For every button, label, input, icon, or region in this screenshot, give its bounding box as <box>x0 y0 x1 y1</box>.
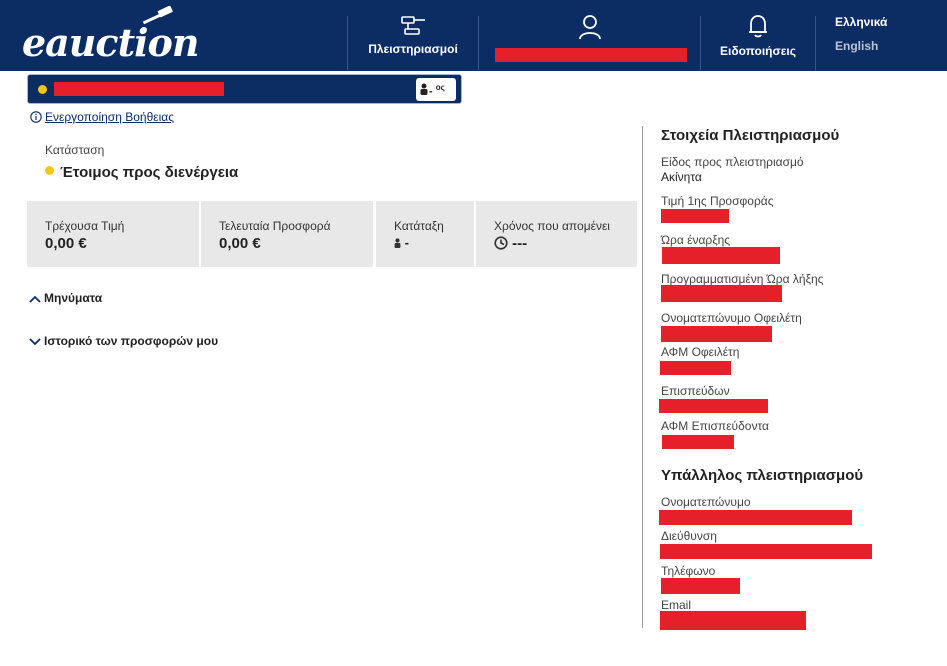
stat-label: Χρόνος που απομένει <box>494 219 610 233</box>
bid-history-label: Ιστορικό των προσφορών μου <box>44 334 219 348</box>
clock-icon <box>494 236 508 250</box>
redacted-value <box>662 435 734 449</box>
stat-label: Τελευταία Προσφορά <box>219 219 331 233</box>
field-label: ΑΦΜ Οφειλέτη <box>661 345 740 359</box>
nav-divider <box>478 16 479 70</box>
field-label: Διεύθυνση <box>661 529 717 543</box>
redacted-value <box>661 209 729 223</box>
auction-title-bar: - ος <box>27 74 462 104</box>
redacted-value <box>661 578 740 594</box>
info-icon <box>30 111 42 123</box>
redacted-value <box>660 544 872 559</box>
stat-value: 0,00 € <box>45 235 87 252</box>
stat-label: Κατάταξη <box>394 219 444 233</box>
language-english[interactable]: English <box>835 39 879 53</box>
status-value: Έτοιμος προς διενέργεια <box>45 164 238 181</box>
status-dot <box>45 166 54 175</box>
nav-divider <box>700 16 701 70</box>
language-greek[interactable]: Ελληνικά <box>835 15 888 29</box>
stat-label: Τρέχουσα Τιμή <box>45 219 125 233</box>
auction-details-title: Στοιχεία Πλειστηριασμού <box>661 127 840 144</box>
redacted-value <box>659 399 768 413</box>
redacted-value <box>661 326 772 342</box>
gavel-icon <box>401 16 425 35</box>
person-icon <box>394 238 401 248</box>
field-label: Ώρα έναρξης <box>661 233 731 247</box>
top-navigation-bar: eauction Πλειστηριασμοί <box>0 0 947 71</box>
nav-notifications-label: Ειδοποιήσεις <box>720 44 796 58</box>
field-label: Email <box>661 598 692 612</box>
chevron-up-icon <box>29 295 41 303</box>
field-label: ΑΦΜ Επισπεύδοντα <box>661 419 769 433</box>
bell-icon <box>749 15 767 38</box>
redacted-value <box>662 247 780 264</box>
field-label: Τιμή 1ης Προσφοράς <box>661 194 774 208</box>
rank-suffix: ος <box>435 83 445 92</box>
column-divider <box>642 126 643 628</box>
status-dot <box>38 85 47 94</box>
field-label: Είδος προς πλειστηριασμό <box>661 155 804 169</box>
nav-divider <box>347 16 348 70</box>
enable-help-label: Ενεργοποίηση Βοήθειας <box>45 110 174 124</box>
chevron-down-icon <box>29 338 41 346</box>
rank-badge: - ος <box>416 78 456 101</box>
stat-value: --- <box>494 235 527 252</box>
logo-text: eauction <box>22 20 200 65</box>
nav-divider <box>815 16 816 70</box>
field-label: Τηλέφωνο <box>661 564 716 578</box>
eauction-logo[interactable]: eauction <box>22 6 222 66</box>
redacted-username <box>495 48 687 62</box>
bid-history-section-toggle[interactable]: Ιστορικό των προσφορών μου <box>29 334 218 348</box>
nav-auctions-label: Πλειστηριασμοί <box>368 42 458 56</box>
person-icon <box>420 83 428 95</box>
nav-auctions[interactable]: Πλειστηριασμοί <box>349 14 477 68</box>
stat-time-remaining: Χρόνος που απομένει --- <box>476 201 637 267</box>
field-label: Επισπεύδων <box>661 384 730 398</box>
auction-official-title: Υπάλληλος πλειστηριασμού <box>661 467 864 484</box>
stat-ranking: Κατάταξη - <box>376 201 474 267</box>
stat-value: - <box>394 235 409 250</box>
redacted-value <box>660 361 731 375</box>
redacted-auction-title <box>54 82 224 96</box>
redacted-value <box>661 285 782 302</box>
stat-current-price: Τρέχουσα Τιμή 0,00 € <box>27 201 199 267</box>
messages-label: Μηνύματα <box>44 291 103 305</box>
status-text: Έτοιμος προς διενέργεια <box>60 164 239 181</box>
nav-notifications[interactable]: Ειδοποιήσεις <box>702 14 814 68</box>
redacted-value <box>659 510 852 525</box>
rank-value: - <box>429 85 433 98</box>
gavel-icon <box>142 6 173 25</box>
stat-value: 0,00 € <box>219 235 261 252</box>
redacted-value <box>660 611 806 630</box>
nav-user-account[interactable] <box>480 14 700 68</box>
status-label: Κατάσταση <box>45 143 105 157</box>
field-label: Ονοματεπώνυμο Οφειλέτη <box>661 311 802 325</box>
field-value: Ακίνητα <box>661 170 702 184</box>
field-label: Προγραμματισμένη Ώρα λήξης <box>661 272 824 286</box>
messages-section-toggle[interactable]: Μηνύματα <box>29 291 102 305</box>
user-icon <box>579 15 601 40</box>
stat-last-bid: Τελευταία Προσφορά 0,00 € <box>201 201 373 267</box>
enable-help-link[interactable]: Ενεργοποίηση Βοήθειας <box>30 110 174 124</box>
field-label: Ονοματεπώνυμο <box>661 495 751 509</box>
